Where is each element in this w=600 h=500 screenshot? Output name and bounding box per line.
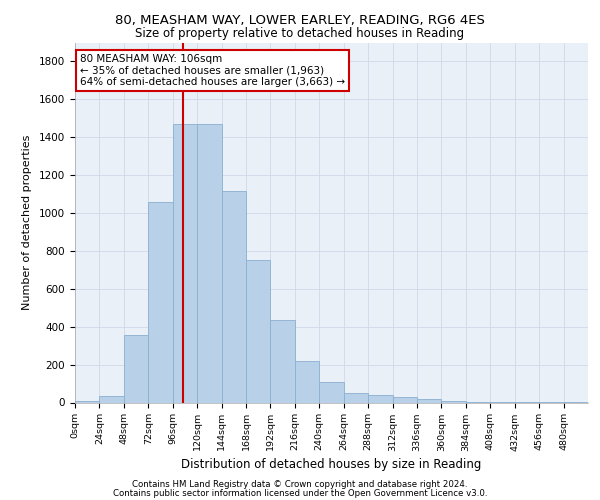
X-axis label: Distribution of detached houses by size in Reading: Distribution of detached houses by size …: [181, 458, 482, 470]
Bar: [124, 335, 148, 402]
Text: 80, MEASHAM WAY, LOWER EARLEY, READING, RG6 4ES: 80, MEASHAM WAY, LOWER EARLEY, READING, …: [115, 14, 485, 27]
Bar: [368, 395, 392, 402]
Bar: [197, 124, 221, 402]
Bar: [75, 400, 100, 402]
Text: Contains public sector information licensed under the Open Government Licence v3: Contains public sector information licen…: [113, 488, 487, 498]
Bar: [246, 260, 271, 402]
Bar: [344, 393, 368, 402]
Bar: [295, 361, 319, 403]
Bar: [100, 396, 124, 402]
Bar: [221, 191, 246, 402]
Bar: [319, 382, 344, 402]
Text: Size of property relative to detached houses in Reading: Size of property relative to detached ho…: [136, 28, 464, 40]
Bar: [148, 202, 173, 402]
Bar: [442, 400, 466, 402]
Bar: [173, 124, 197, 402]
Bar: [271, 320, 295, 402]
Text: Contains HM Land Registry data © Crown copyright and database right 2024.: Contains HM Land Registry data © Crown c…: [132, 480, 468, 489]
Bar: [392, 397, 417, 402]
Bar: [417, 398, 442, 402]
Y-axis label: Number of detached properties: Number of detached properties: [22, 135, 32, 310]
Text: 80 MEASHAM WAY: 106sqm
← 35% of detached houses are smaller (1,963)
64% of semi-: 80 MEASHAM WAY: 106sqm ← 35% of detached…: [80, 54, 345, 87]
